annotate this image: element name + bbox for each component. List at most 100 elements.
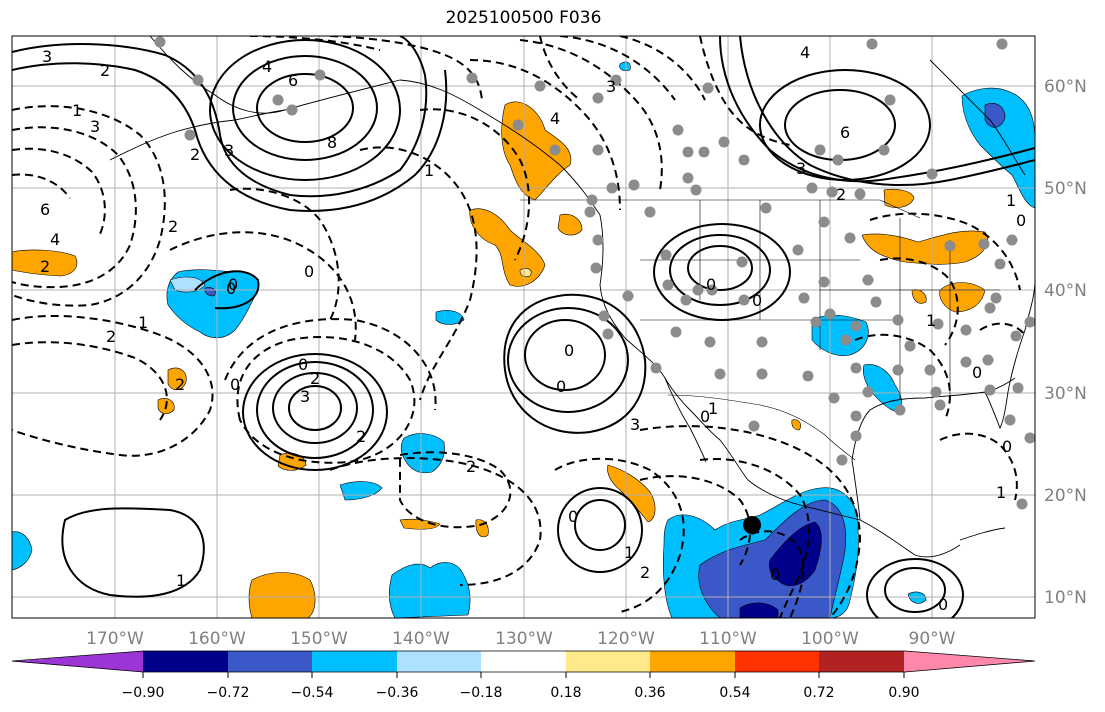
- contour-label: 6: [40, 200, 50, 219]
- contour-label: 2: [106, 327, 116, 346]
- contour-label: 3: [606, 77, 616, 96]
- coastline-hudson: [929, 59, 1026, 176]
- shade-orange: [469, 208, 546, 287]
- contour-label: 0: [700, 407, 710, 426]
- lon-label: 90°W: [909, 629, 956, 649]
- lon-label: 110°W: [699, 629, 757, 649]
- colorbar-segment: [481, 651, 566, 672]
- lon-label: 130°W: [495, 629, 553, 649]
- shade-blue: [389, 562, 471, 618]
- shade-orange: [248, 572, 316, 618]
- colorbar-labels: −0.90 −0.72 −0.54 −0.36 −0.18 0.18 0.36 …: [122, 685, 920, 701]
- coastline-east: [1007, 279, 1035, 393]
- shade-orange: [607, 464, 656, 523]
- colorbar-segment: [566, 651, 650, 672]
- contour-label: 0: [226, 279, 236, 298]
- coastline-alaska: [149, 36, 601, 216]
- colorbar-tick-label: −0.54: [291, 685, 334, 701]
- contour-label: 3: [300, 387, 310, 406]
- contour-label: 1: [138, 313, 148, 332]
- colorbar-tick-label: 0.72: [803, 685, 834, 701]
- contour-label: 2: [640, 563, 650, 582]
- lon-label: 160°W: [188, 629, 246, 649]
- map-title: 2025100500 F036: [445, 8, 602, 28]
- lat-label: 40°N: [1044, 281, 1087, 301]
- contour-label: 4: [50, 230, 60, 249]
- contour-label: 0: [564, 341, 574, 360]
- contour-label: 6: [840, 123, 850, 142]
- contour-label: 0: [568, 507, 578, 526]
- gridlines: [12, 36, 1035, 618]
- lon-label: 100°W: [801, 629, 859, 649]
- colorbar-segment: [397, 651, 481, 672]
- longitude-labels: 170°W 160°W 150°W 140°W 130°W 120°W 110°…: [86, 629, 956, 649]
- coastlines: [109, 36, 1035, 558]
- colorbar-segment: [12, 651, 143, 672]
- shade-orange: [167, 367, 187, 391]
- contour-label: 1: [996, 483, 1006, 502]
- contour-label: 1: [926, 311, 936, 330]
- shade-navy: [769, 521, 822, 586]
- contour-label: 0: [706, 275, 716, 294]
- coastline-cuba: [959, 527, 1006, 541]
- colorbar: −0.90 −0.72 −0.54 −0.36 −0.18 0.18 0.36 …: [11, 650, 1036, 701]
- contour-label: 3: [90, 117, 100, 136]
- contour-label: 3: [224, 141, 234, 160]
- shade-blue: [12, 531, 33, 571]
- colorbar-segment: [819, 651, 904, 672]
- shade-blue: [400, 433, 445, 474]
- contour-label: 0: [770, 565, 780, 584]
- contour-label: 2: [190, 145, 200, 164]
- shade-orange: [557, 213, 583, 236]
- lat-label: 30°N: [1044, 384, 1087, 404]
- colorbar-tick-label: −0.36: [376, 685, 419, 701]
- contour-label: 6: [288, 71, 298, 90]
- lon-label: 170°W: [86, 629, 144, 649]
- coastline-us-west: [599, 214, 749, 481]
- contour-label: 1: [708, 399, 718, 418]
- center-marker: [743, 516, 761, 534]
- colorbar-segment: [650, 651, 735, 672]
- shade-yellow: [519, 268, 532, 278]
- contour-label: 0: [228, 275, 238, 294]
- contour-label: 0: [304, 262, 314, 281]
- contour-label: 2: [40, 257, 50, 276]
- contour-label: 0: [298, 355, 308, 374]
- contour-labels: 3 2 1 3 4 6 8 3 2 6 2 4 2 2 1 2 0 0 2 0: [40, 43, 1026, 614]
- shade-blue: [435, 310, 465, 325]
- shade-blue: [907, 591, 927, 604]
- shade-orange: [791, 419, 802, 431]
- shade-blue: [619, 61, 631, 72]
- colorbar-segment: [312, 651, 397, 672]
- colorbar-ticks: [142, 672, 905, 678]
- contours-solid: [12, 36, 1035, 618]
- lon-label: 120°W: [597, 629, 655, 649]
- contour-label: 0: [230, 375, 240, 394]
- contour-label: 1: [176, 571, 186, 590]
- shade-navy: [739, 602, 779, 618]
- contour-label: 3: [796, 159, 806, 178]
- contour-label: 2: [310, 369, 320, 388]
- contour-label: 1: [624, 543, 634, 562]
- colorbar-segment: [904, 651, 1035, 672]
- lat-label: 10°N: [1044, 588, 1087, 608]
- colorbar-tick-label: −0.18: [460, 685, 503, 701]
- contour-label: 1: [72, 101, 82, 120]
- contour-label: 1: [424, 161, 434, 180]
- contour-label: 0: [1002, 437, 1012, 456]
- coastline-florida: [984, 391, 1009, 430]
- contour-label: 0: [972, 363, 982, 382]
- contour-label: 0: [556, 377, 566, 396]
- map-area[interactable]: 3 2 1 3 4 6 8 3 2 6 2 4 2 2 1 2 0 0 2 0: [11, 35, 1036, 631]
- lon-label: 140°W: [392, 629, 450, 649]
- colorbar-tick-label: 0.18: [550, 685, 581, 701]
- contour-label: 4: [800, 43, 810, 62]
- coastline-aleutians: [109, 109, 286, 161]
- lat-label: 20°N: [1044, 486, 1087, 506]
- colorbar-tick-label: −0.90: [122, 685, 165, 701]
- contour-label: 2: [356, 427, 366, 446]
- contour-label: 8: [327, 133, 337, 152]
- contour-label: 2: [168, 217, 178, 236]
- contour-label: 2: [175, 375, 185, 394]
- coastline-mexico: [747, 479, 961, 558]
